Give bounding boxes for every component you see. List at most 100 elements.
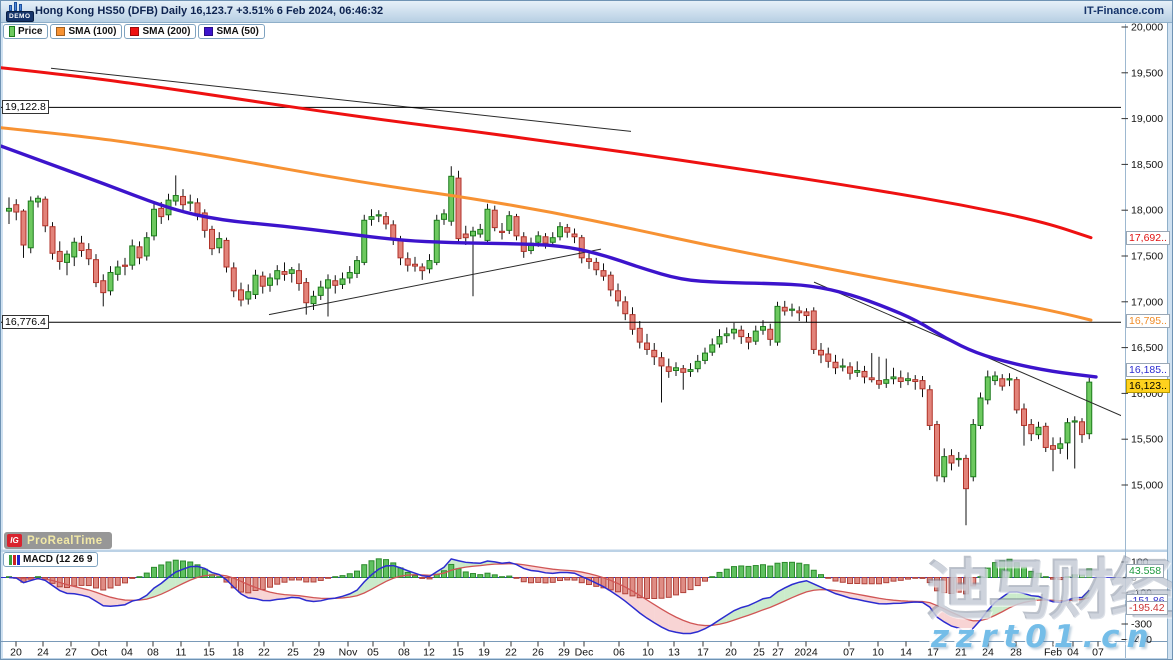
macd-hist-bar <box>1064 576 1071 579</box>
macd-hist-bar <box>578 577 585 584</box>
candle <box>847 366 853 374</box>
macd-hist-bar <box>455 568 462 579</box>
candle <box>129 245 136 266</box>
macd-hist-bar <box>1028 570 1035 579</box>
macd-layer <box>1 558 1121 635</box>
candle <box>274 270 281 280</box>
candle <box>760 326 766 331</box>
candle <box>1050 445 1056 450</box>
macd-hist-bar <box>970 577 977 587</box>
macd-hist-bar <box>288 577 295 581</box>
macd-hist-bar <box>825 577 832 579</box>
candle <box>687 369 694 372</box>
candle <box>426 260 433 270</box>
price-line-label[interactable]: 19,122.8 <box>2 100 49 115</box>
date-tick-label: 10 <box>642 647 654 659</box>
macd-hist-bar <box>296 577 302 581</box>
price-tick-label: 18,000 <box>1131 205 1163 217</box>
macd-hist-bar <box>1035 572 1042 579</box>
candle <box>187 201 194 204</box>
candle <box>238 289 244 301</box>
candle <box>839 365 846 368</box>
candle <box>767 328 774 340</box>
macd-hist-bar <box>354 570 360 578</box>
macd-hist-bar <box>107 577 114 589</box>
candle <box>745 337 752 343</box>
candle <box>905 378 911 382</box>
macd-hist-bar <box>818 574 824 578</box>
macd-hist-bar <box>890 577 897 582</box>
macd-hist-bar <box>731 566 737 579</box>
candle <box>738 329 745 338</box>
date-tick-label: 07 <box>1092 647 1104 659</box>
candle <box>35 197 41 203</box>
date-tick-label: 28 <box>1010 647 1022 659</box>
candle <box>1035 426 1042 436</box>
date-tick-label: 04 <box>1067 647 1079 659</box>
candle <box>136 246 143 259</box>
candle <box>332 280 339 286</box>
candle <box>455 177 462 240</box>
macd-hist-bar <box>477 574 484 579</box>
candle <box>934 424 940 477</box>
date-tick-label: 12 <box>423 647 435 659</box>
candle <box>977 397 984 426</box>
legend-tab-sma50[interactable]: SMA (50) <box>198 24 265 39</box>
price-line-label[interactable]: 16,776.4 <box>2 315 49 330</box>
macd-hist-bar <box>361 564 368 578</box>
candle <box>919 380 926 390</box>
legend-tab-sma100[interactable]: SMA (100) <box>50 24 123 39</box>
macd-hist-bar <box>1006 558 1013 578</box>
date-tick-label: 27 <box>772 647 784 659</box>
macd-hist-bar <box>564 577 571 581</box>
candle <box>832 361 839 369</box>
it-finance-link[interactable]: IT-Finance.com <box>1083 5 1164 17</box>
legend-tab-price[interactable]: Price <box>3 24 49 39</box>
macd-hist-bar <box>151 566 157 579</box>
candle <box>180 195 186 206</box>
macd-hist-bar <box>557 577 563 582</box>
macd-hist-bar <box>535 577 542 583</box>
candle <box>861 370 868 378</box>
prorealtime-label: ProRealTime <box>27 534 103 547</box>
price-tick-label: 15,500 <box>1131 434 1163 446</box>
macd-hist-bar <box>992 562 998 578</box>
macd-hist-bar <box>470 573 476 578</box>
macd-hist-bar <box>122 577 128 584</box>
candle <box>702 352 708 361</box>
candle <box>78 242 85 252</box>
macd-hist-bar <box>332 576 339 579</box>
candle <box>303 282 310 304</box>
date-tick-label: 24 <box>982 647 994 659</box>
candle <box>412 263 418 267</box>
macd-hist-bar <box>303 577 310 583</box>
price-tick-label: 15,000 <box>1131 480 1163 492</box>
macd-hist-bar <box>1013 562 1020 579</box>
url-watermark: zzrt01.cn <box>931 619 1156 655</box>
instrument-title: Hong Kong HS50 (DFB) Daily 16,123.7 +3.5… <box>35 5 384 17</box>
date-tick-label: 15 <box>452 647 464 659</box>
macd-legend: MACD (12 26 9 <box>3 552 99 567</box>
macd-hist-bar <box>85 577 92 587</box>
date-tick-label: 2024 <box>794 647 818 659</box>
date-tick-label: 18 <box>232 647 244 659</box>
candle <box>491 209 498 229</box>
macd-hist-bar <box>709 576 716 579</box>
legend-tab-macd[interactable]: MACD (12 26 9 <box>3 552 99 567</box>
date-tick-label: 21 <box>955 647 967 659</box>
candle <box>1042 425 1049 448</box>
macd-hist-bar <box>644 577 650 599</box>
candle <box>397 239 404 259</box>
candle <box>506 215 513 231</box>
candle <box>549 237 556 243</box>
candle <box>578 237 585 259</box>
trendline <box>268 248 602 316</box>
macd-hist-bar <box>383 559 389 578</box>
legend-tab-sma200[interactable]: SMA (200) <box>124 24 197 39</box>
indicator-legend: Price SMA (100) SMA (200) SMA (50) <box>3 24 265 39</box>
macd-hist-bar <box>941 577 948 594</box>
prorealtime-badge[interactable]: IG ProRealTime <box>4 532 112 549</box>
macd-hist-bar <box>745 565 752 578</box>
macd-hist-bar <box>919 577 926 579</box>
